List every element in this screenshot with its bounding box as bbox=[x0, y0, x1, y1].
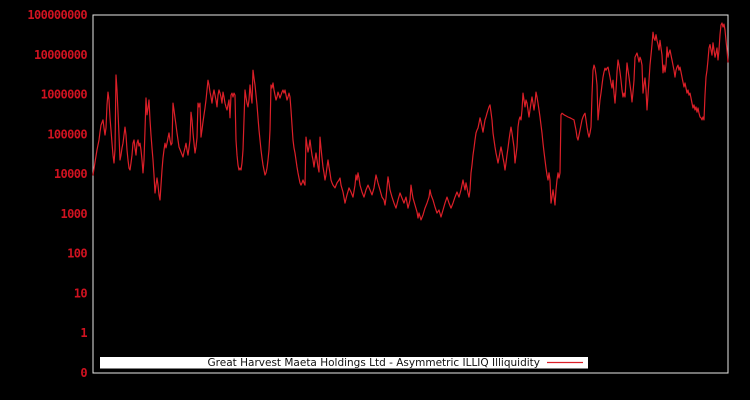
legend-label: Great Harvest Maeta Holdings Ltd - Asymm… bbox=[208, 357, 540, 369]
y-tick-label: 10000000 bbox=[34, 48, 87, 62]
y-tick-label: 1 bbox=[80, 326, 87, 340]
y-tick-label: 100000000 bbox=[27, 8, 87, 22]
y-axis-tick-labels: 1000000001000000010000001000001000010001… bbox=[27, 8, 88, 380]
plot-frame bbox=[92, 14, 729, 374]
y-tick-label: 10000 bbox=[54, 167, 87, 181]
y-tick-label: 10 bbox=[74, 286, 88, 300]
y-tick-label: 1000 bbox=[61, 207, 88, 221]
y-tick-label: 100000 bbox=[47, 127, 87, 141]
legend: Great Harvest Maeta Holdings Ltd - Asymm… bbox=[100, 357, 588, 369]
y-tick-label: 100 bbox=[67, 247, 87, 261]
y-tick-label: 1000000 bbox=[41, 88, 88, 102]
y-tick-label: 0 bbox=[80, 366, 87, 380]
legend-background bbox=[100, 357, 588, 369]
illiquidity-line bbox=[92, 22, 729, 221]
